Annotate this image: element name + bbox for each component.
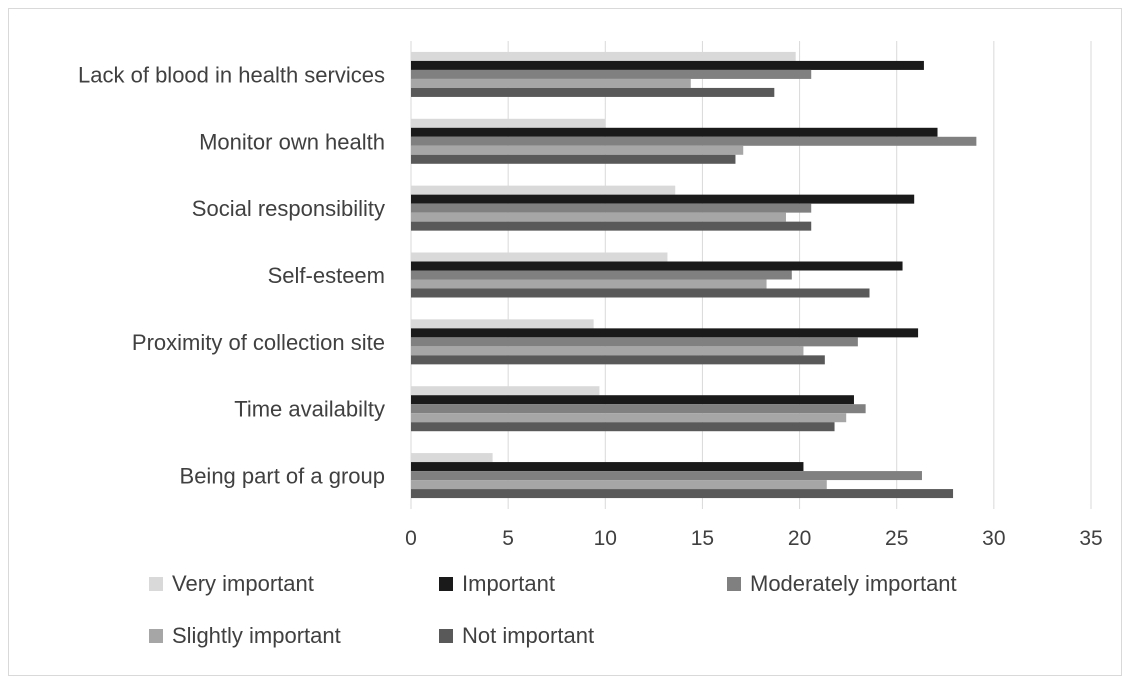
legend-swatch: [149, 577, 163, 591]
bar-lack-of-blood-in-health-services-moderately-important: [411, 69, 812, 79]
bar-self-esteem-moderately-important: [411, 270, 792, 280]
legend-item-not-important: Not important: [439, 623, 594, 648]
bars: [411, 51, 977, 499]
bar-being-part-of-a-group-slightly-important: [411, 480, 827, 490]
x-tick-label: 15: [691, 527, 714, 550]
legend-label: Moderately important: [750, 571, 957, 596]
x-tick-label: 0: [405, 527, 417, 550]
x-tick-label: 10: [594, 527, 617, 550]
legend-item-important: Important: [439, 571, 555, 596]
bar-social-responsibility-not-important: [411, 221, 812, 231]
bar-proximity-of-collection-site-not-important: [411, 355, 825, 365]
bar-social-responsibility-moderately-important: [411, 203, 812, 213]
legend-item-slightly-important: Slightly important: [149, 623, 341, 648]
legend-label: Important: [462, 571, 555, 596]
legend-swatch: [439, 629, 453, 643]
legend-label: Not important: [462, 623, 594, 648]
bar-proximity-of-collection-site-important: [411, 328, 919, 338]
x-tick-label: 20: [788, 527, 811, 550]
bar-being-part-of-a-group-not-important: [411, 489, 954, 499]
bar-self-esteem-important: [411, 261, 903, 271]
bar-self-esteem-not-important: [411, 288, 870, 298]
bar-time-availabilty-very-important: [411, 386, 600, 396]
legend-label: Slightly important: [172, 623, 341, 648]
bar-monitor-own-health-important: [411, 127, 938, 137]
category-label-lack-of-blood-in-health-services: Lack of blood in health services: [78, 62, 385, 87]
x-tick-label: 25: [885, 527, 908, 550]
bar-lack-of-blood-in-health-services-very-important: [411, 51, 796, 61]
legend-label: Very important: [172, 571, 314, 596]
bar-social-responsibility-important: [411, 194, 915, 204]
bar-monitor-own-health-not-important: [411, 154, 736, 164]
bar-time-availabilty-slightly-important: [411, 413, 847, 423]
category-label-monitor-own-health: Monitor own health: [199, 129, 385, 154]
bar-being-part-of-a-group-moderately-important: [411, 471, 922, 481]
bar-monitor-own-health-very-important: [411, 118, 606, 128]
x-tick-label: 5: [502, 527, 514, 550]
bar-time-availabilty-not-important: [411, 422, 835, 432]
category-label-social-responsibility: Social responsibility: [192, 196, 385, 221]
bar-being-part-of-a-group-very-important: [411, 453, 493, 463]
bar-time-availabilty-important: [411, 395, 854, 405]
legend-swatch: [439, 577, 453, 591]
category-label-being-part-of-a-group: Being part of a group: [180, 464, 385, 489]
bar-being-part-of-a-group-important: [411, 462, 804, 472]
bar-self-esteem-slightly-important: [411, 279, 767, 289]
category-label-time-availabilty: Time availabilty: [234, 397, 385, 422]
bar-time-availabilty-moderately-important: [411, 404, 866, 414]
bar-lack-of-blood-in-health-services-not-important: [411, 87, 775, 97]
category-label-proximity-of-collection-site: Proximity of collection site: [132, 330, 385, 355]
bar-lack-of-blood-in-health-services-slightly-important: [411, 78, 691, 88]
legend-swatch: [727, 577, 741, 591]
bar-social-responsibility-slightly-important: [411, 212, 786, 222]
legend-item-moderately-important: Moderately important: [727, 571, 957, 596]
category-label-self-esteem: Self-esteem: [268, 263, 385, 288]
x-axis-tick-labels: 0 5 10 15 20 25 30 35: [405, 527, 1103, 550]
bar-proximity-of-collection-site-very-important: [411, 319, 594, 329]
x-tick-label: 35: [1079, 527, 1102, 550]
bar-chart: Lack of blood in health services Monitor …: [78, 41, 1103, 648]
category-labels: Lack of blood in health services Monitor …: [78, 62, 385, 488]
legend-swatch: [149, 629, 163, 643]
bar-proximity-of-collection-site-moderately-important: [411, 337, 858, 347]
bar-lack-of-blood-in-health-services-important: [411, 60, 924, 70]
x-tick-label: 30: [982, 527, 1005, 550]
chart-frame: Lack of blood in health services Monitor …: [8, 8, 1122, 676]
bar-social-responsibility-very-important: [411, 185, 676, 195]
legend: Very important Important Moderately import…: [149, 571, 957, 648]
bar-monitor-own-health-slightly-important: [411, 145, 744, 155]
bar-self-esteem-very-important: [411, 252, 668, 262]
bar-monitor-own-health-moderately-important: [411, 136, 977, 146]
bar-proximity-of-collection-site-slightly-important: [411, 346, 804, 356]
legend-item-very-important: Very important: [149, 571, 314, 596]
